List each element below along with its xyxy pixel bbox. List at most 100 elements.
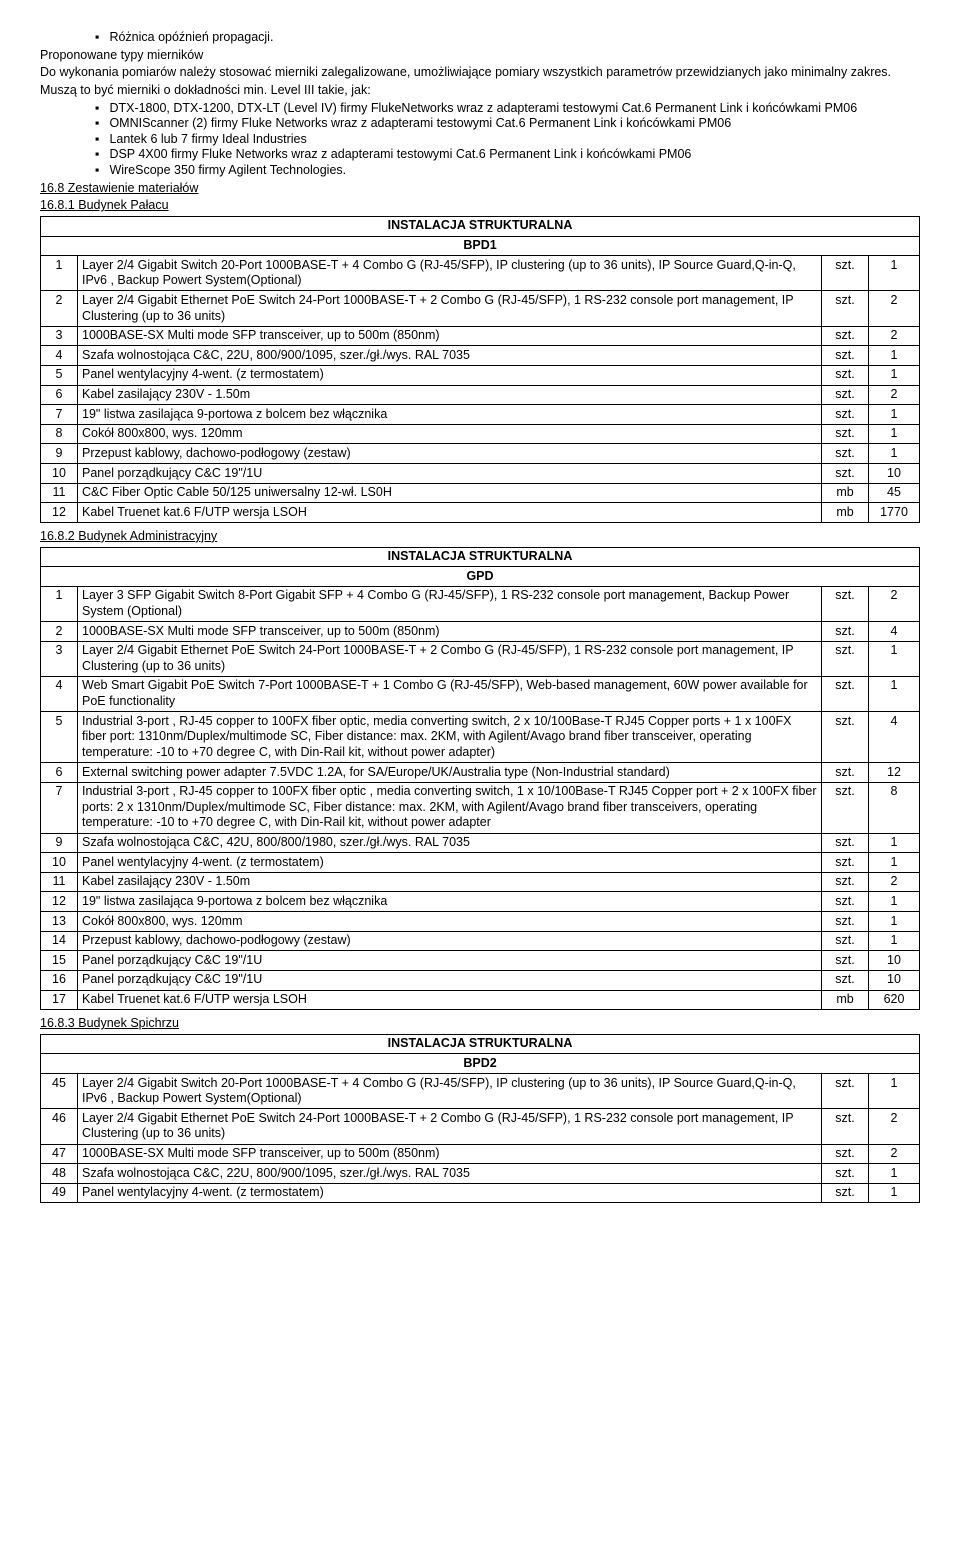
- row-qty: 1770: [869, 503, 920, 523]
- row-qty: 1: [869, 1164, 920, 1184]
- row-description: Layer 2/4 Gigabit Ethernet PoE Switch 24…: [78, 641, 822, 676]
- row-qty: 4: [869, 622, 920, 642]
- row-number: 14: [41, 931, 78, 951]
- row-qty: 1: [869, 676, 920, 711]
- row-qty: 1: [869, 892, 920, 912]
- table-row: 8Cokół 800x800, wys. 120mmszt.1: [41, 424, 920, 444]
- row-qty: 2: [869, 1144, 920, 1164]
- row-qty: 1: [869, 931, 920, 951]
- row-description: Kabel Truenet kat.6 F/UTP wersja LSOH: [78, 503, 822, 523]
- intro-top-bullet: Różnica opóźnień propagacji.: [40, 30, 920, 46]
- row-qty: 1: [869, 853, 920, 873]
- row-qty: 45: [869, 483, 920, 503]
- row-unit: szt.: [822, 256, 869, 291]
- bullet-item: Różnica opóźnień propagacji.: [95, 30, 920, 46]
- table-row: 16Panel porządkujący C&C 19"/1Uszt.10: [41, 970, 920, 990]
- row-description: Kabel Truenet kat.6 F/UTP wersja LSOH: [78, 990, 822, 1010]
- row-description: Layer 2/4 Gigabit Switch 20-Port 1000BAS…: [78, 256, 822, 291]
- row-qty: 1: [869, 405, 920, 425]
- row-description: Panel wentylacyjny 4-went. (z termostate…: [78, 1183, 822, 1203]
- table-row: 7Industrial 3-port , RJ-45 copper to 100…: [41, 782, 920, 833]
- row-description: Szafa wolnostojąca C&C, 42U, 800/800/198…: [78, 833, 822, 853]
- intro-p3: Muszą to być mierniki o dokładności min.…: [40, 83, 920, 99]
- row-description: Layer 2/4 Gigabit Ethernet PoE Switch 24…: [78, 291, 822, 326]
- row-description: Web Smart Gigabit PoE Switch 7-Port 1000…: [78, 676, 822, 711]
- row-description: Layer 3 SFP Gigabit Switch 8-Port Gigabi…: [78, 586, 822, 621]
- row-qty: 2: [869, 291, 920, 326]
- row-description: Kabel zasilający 230V - 1.50m: [78, 872, 822, 892]
- row-unit: szt.: [822, 1109, 869, 1144]
- row-unit: szt.: [822, 464, 869, 484]
- section-16-8-2: 16.8.2 Budynek Administracyjny: [40, 529, 920, 545]
- row-description: Panel porządkujący C&C 19"/1U: [78, 951, 822, 971]
- row-qty: 1: [869, 641, 920, 676]
- table-row: 9Przepust kablowy, dachowo-podłogowy (ze…: [41, 444, 920, 464]
- table-row: 4Web Smart Gigabit PoE Switch 7-Port 100…: [41, 676, 920, 711]
- bullet-item: OMNIScanner (2) firmy Fluke Networks wra…: [95, 116, 920, 132]
- table-title: INSTALACJA STRUKTURALNA: [41, 216, 920, 236]
- row-qty: 1: [869, 444, 920, 464]
- table-row: 1Layer 2/4 Gigabit Switch 20-Port 1000BA…: [41, 256, 920, 291]
- row-number: 13: [41, 912, 78, 932]
- bullet-item: WireScope 350 firmy Agilent Technologies…: [95, 163, 920, 179]
- table-row: 49Panel wentylacyjny 4-went. (z termosta…: [41, 1183, 920, 1203]
- section-16-8-3: 16.8.3 Budynek Spichrzu: [40, 1016, 920, 1032]
- table-row: 15Panel porządkujący C&C 19"/1Uszt.10: [41, 951, 920, 971]
- row-unit: szt.: [822, 676, 869, 711]
- row-unit: szt.: [822, 833, 869, 853]
- row-qty: 1: [869, 346, 920, 366]
- row-unit: szt.: [822, 326, 869, 346]
- row-number: 48: [41, 1164, 78, 1184]
- table-subtitle: BPD1: [41, 236, 920, 256]
- row-number: 49: [41, 1183, 78, 1203]
- table-row: 5Panel wentylacyjny 4-went. (z termostat…: [41, 365, 920, 385]
- bullet-item: Lantek 6 lub 7 firmy Ideal Industries: [95, 132, 920, 148]
- section-16-8-1: 16.8.1 Budynek Pałacu: [40, 198, 920, 214]
- intro-p1: Proponowane typy mierników: [40, 48, 920, 64]
- row-unit: szt.: [822, 1144, 869, 1164]
- row-unit: szt.: [822, 405, 869, 425]
- row-number: 6: [41, 763, 78, 783]
- row-unit: szt.: [822, 712, 869, 763]
- row-unit: szt.: [822, 1074, 869, 1109]
- row-unit: szt.: [822, 951, 869, 971]
- table-subtitle: GPD: [41, 567, 920, 587]
- row-description: Przepust kablowy, dachowo-podłogowy (zes…: [78, 931, 822, 951]
- table-row: 12Kabel Truenet kat.6 F/UTP wersja LSOHm…: [41, 503, 920, 523]
- row-description: Panel porządkujący C&C 19"/1U: [78, 970, 822, 990]
- table-row: 2Layer 2/4 Gigabit Ethernet PoE Switch 2…: [41, 291, 920, 326]
- row-qty: 1: [869, 365, 920, 385]
- row-description: Kabel zasilający 230V - 1.50m: [78, 385, 822, 405]
- row-qty: 2: [869, 586, 920, 621]
- row-qty: 10: [869, 951, 920, 971]
- row-description: 1000BASE-SX Multi mode SFP transceiver, …: [78, 622, 822, 642]
- intro-p2: Do wykonania pomiarów należy stosować mi…: [40, 65, 920, 81]
- table-gpd: INSTALACJA STRUKTURALNA GPD 1Layer 3 SFP…: [40, 547, 920, 1011]
- row-description: Szafa wolnostojąca C&C, 22U, 800/900/109…: [78, 346, 822, 366]
- table-row: 5Industrial 3-port , RJ-45 copper to 100…: [41, 712, 920, 763]
- row-number: 17: [41, 990, 78, 1010]
- table-row: 46Layer 2/4 Gigabit Ethernet PoE Switch …: [41, 1109, 920, 1144]
- row-qty: 620: [869, 990, 920, 1010]
- table-row: 1Layer 3 SFP Gigabit Switch 8-Port Gigab…: [41, 586, 920, 621]
- table-bpd2: INSTALACJA STRUKTURALNA BPD2 45Layer 2/4…: [40, 1034, 920, 1204]
- row-unit: szt.: [822, 892, 869, 912]
- table-row: 1219" listwa zasilająca 9-portowa z bolc…: [41, 892, 920, 912]
- table-row: 10Panel wentylacyjny 4-went. (z termosta…: [41, 853, 920, 873]
- row-unit: szt.: [822, 912, 869, 932]
- row-description: Cokół 800x800, wys. 120mm: [78, 912, 822, 932]
- row-description: Panel wentylacyjny 4-went. (z termostate…: [78, 853, 822, 873]
- row-unit: szt.: [822, 853, 869, 873]
- table-subtitle: BPD2: [41, 1054, 920, 1074]
- row-number: 11: [41, 483, 78, 503]
- row-unit: mb: [822, 503, 869, 523]
- row-description: C&C Fiber Optic Cable 50/125 uniwersalny…: [78, 483, 822, 503]
- row-number: 9: [41, 833, 78, 853]
- row-description: Panel wentylacyjny 4-went. (z termostate…: [78, 365, 822, 385]
- row-number: 2: [41, 291, 78, 326]
- row-number: 1: [41, 586, 78, 621]
- table-row: 11C&C Fiber Optic Cable 50/125 uniwersal…: [41, 483, 920, 503]
- row-number: 11: [41, 872, 78, 892]
- row-description: 1000BASE-SX Multi mode SFP transceiver, …: [78, 326, 822, 346]
- row-number: 45: [41, 1074, 78, 1109]
